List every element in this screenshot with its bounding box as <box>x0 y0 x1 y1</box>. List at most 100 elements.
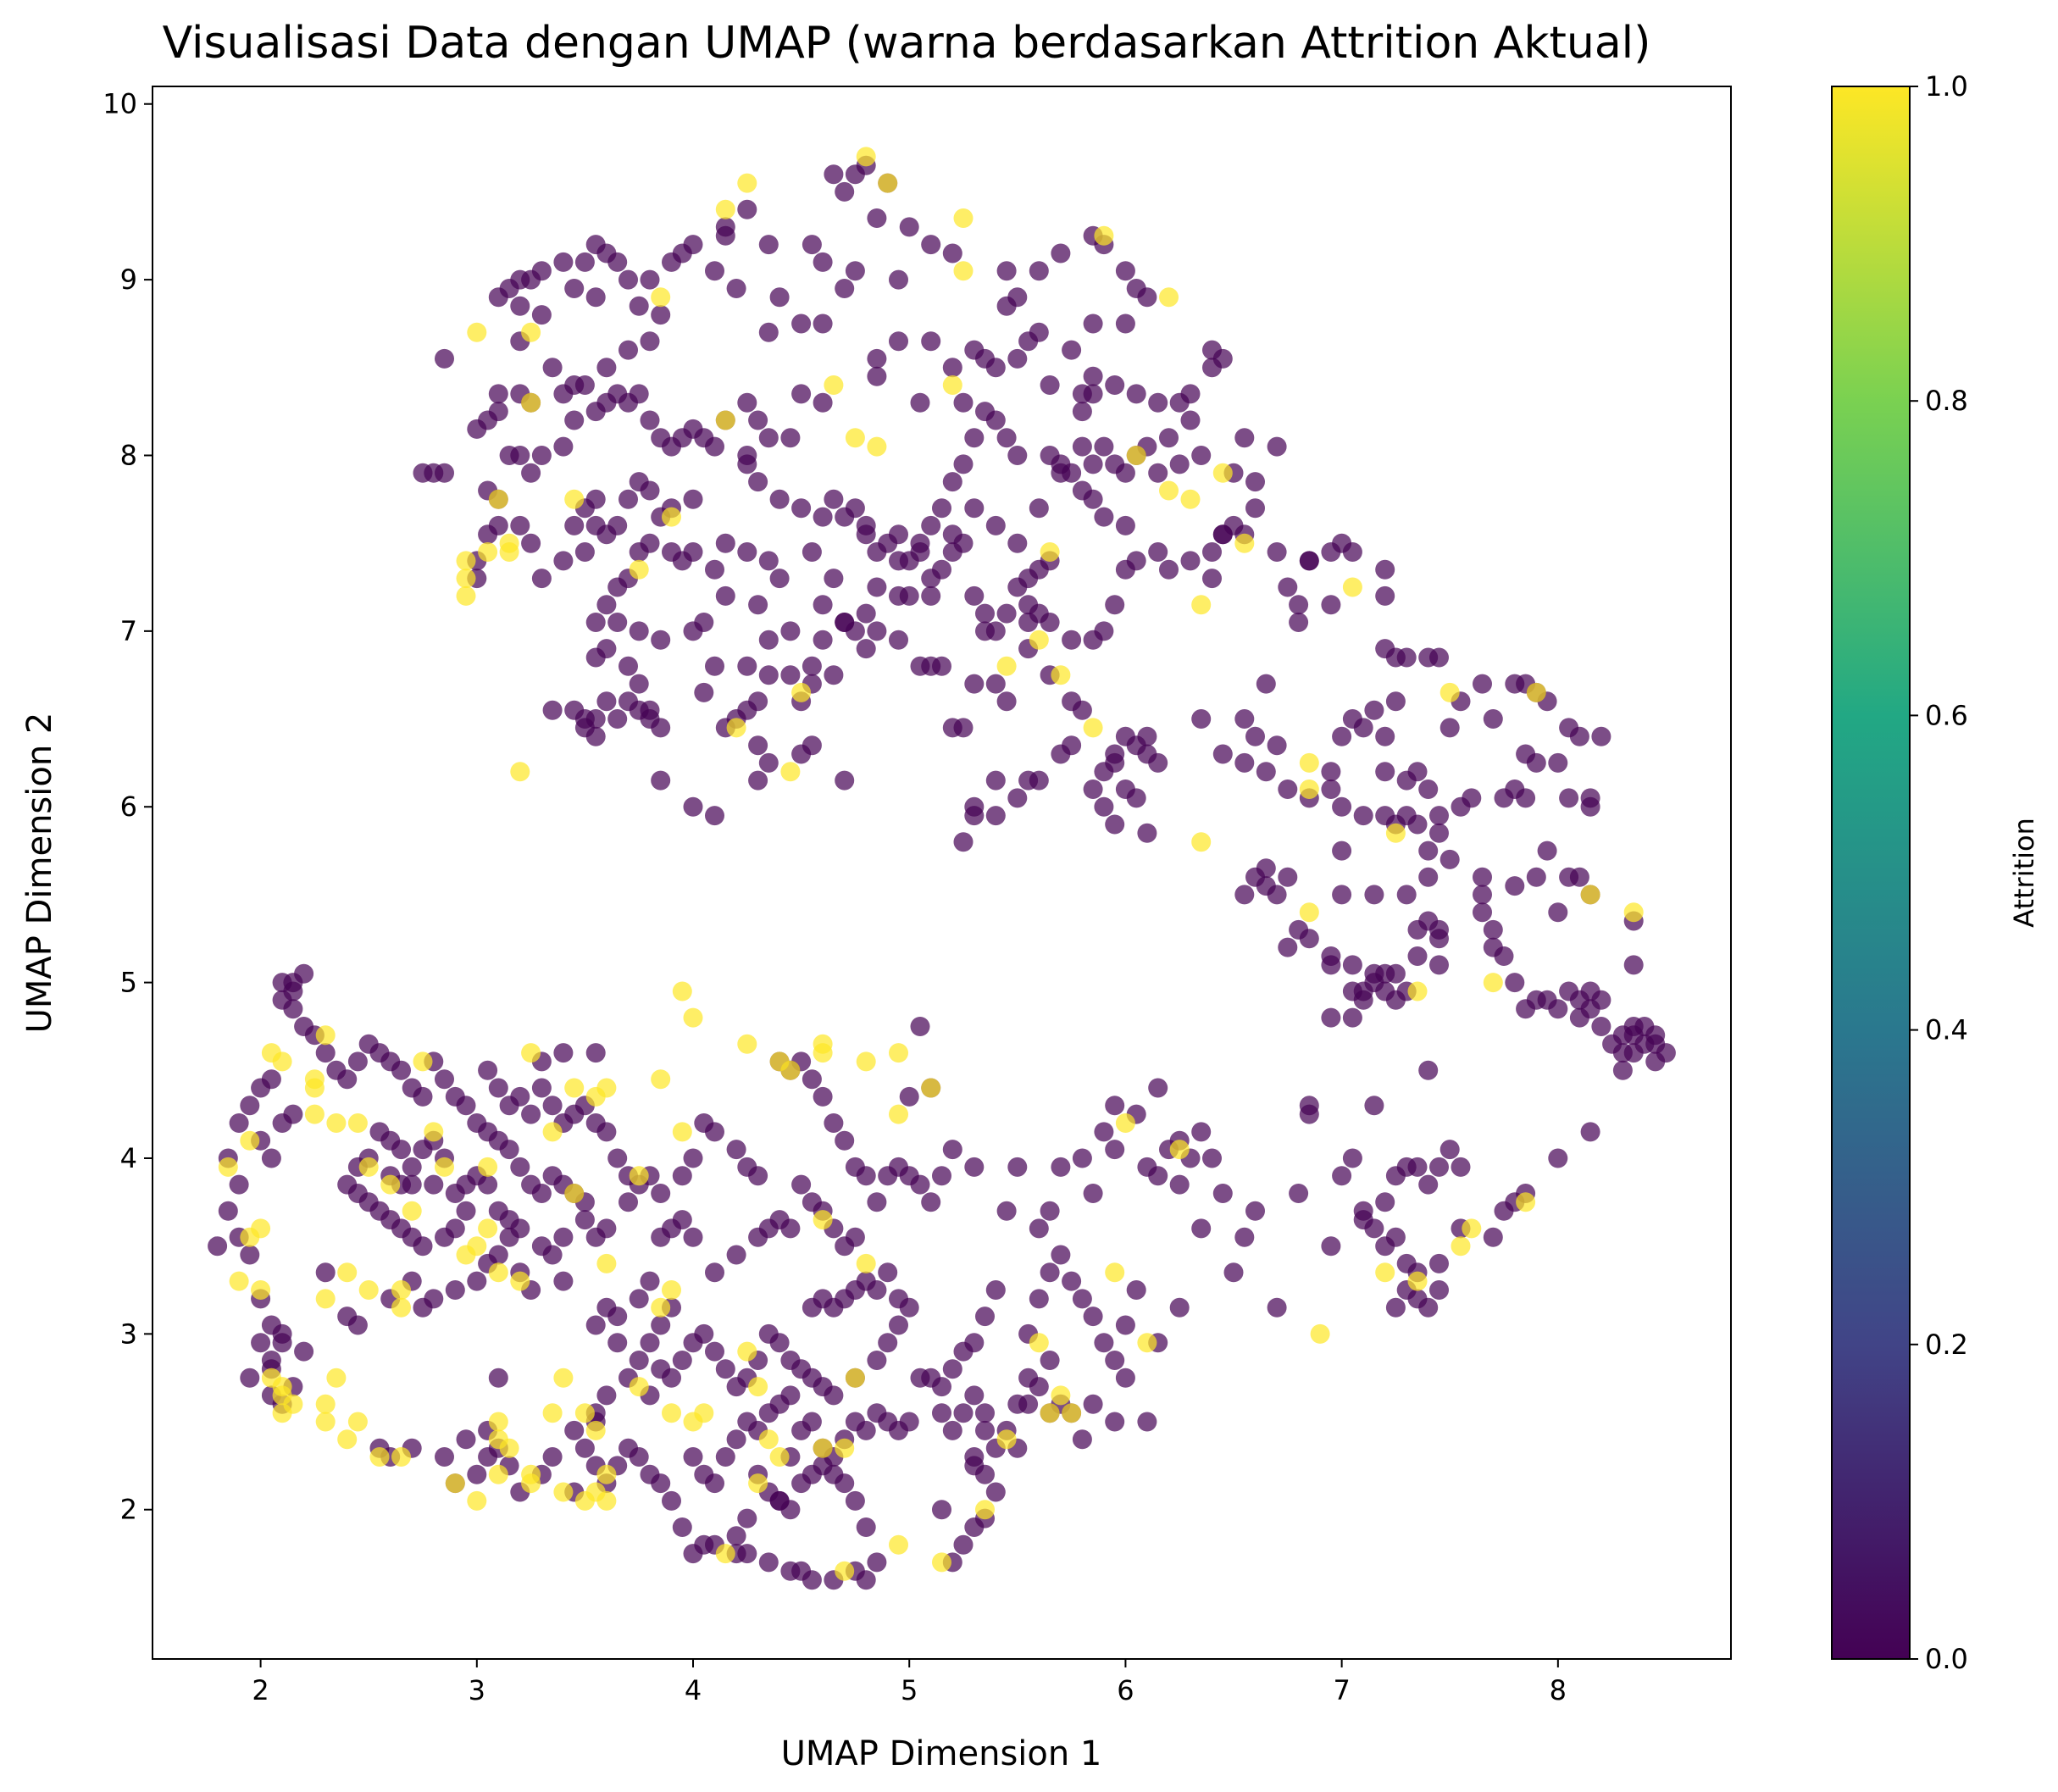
scatter-point <box>218 1201 238 1221</box>
scatter-point <box>1137 823 1157 843</box>
scatter-point <box>564 375 585 395</box>
scatter-point <box>1029 261 1049 281</box>
scatter-point <box>424 1122 444 1142</box>
scatter-point <box>899 585 919 606</box>
scatter-point <box>878 1262 898 1283</box>
scatter-point <box>867 1280 887 1300</box>
scatter-point <box>1580 1122 1600 1142</box>
scatter-point <box>553 1482 574 1502</box>
scatter-point <box>1494 1201 1514 1221</box>
scatter-point <box>856 1166 876 1186</box>
scatter-point <box>424 1289 444 1309</box>
scatter-point <box>672 1122 692 1142</box>
scatter-point <box>478 1157 498 1177</box>
scatter-point <box>1278 779 1298 799</box>
scatter-point <box>683 1007 703 1028</box>
scatter-point <box>964 1456 985 1476</box>
scatter-point <box>1612 1060 1633 1080</box>
scatter-point <box>942 524 962 545</box>
scatter-point <box>1473 885 1492 905</box>
scatter-point <box>1115 261 1135 281</box>
scatter-point <box>964 674 985 694</box>
scatter-point <box>758 665 779 685</box>
scatter-point <box>1115 463 1135 483</box>
scatter-point <box>1018 613 1039 632</box>
scatter-point <box>1148 392 1168 413</box>
scatter-point <box>683 489 703 509</box>
scatter-point <box>899 1086 919 1107</box>
scatter-point <box>1062 691 1082 712</box>
scatter-point <box>619 656 638 676</box>
colorbar-label: Attrition <box>2008 818 2040 928</box>
scatter-point <box>585 515 606 535</box>
scatter-point <box>1072 436 1092 457</box>
scatter-point <box>715 225 735 246</box>
scatter-point <box>683 796 703 817</box>
scatter-point <box>921 331 941 352</box>
scatter-point <box>1094 1122 1114 1142</box>
scatter-point <box>856 1051 876 1072</box>
scatter-point <box>391 1447 411 1467</box>
scatter-point <box>261 1043 281 1063</box>
y-tick-label: 7 <box>120 615 137 647</box>
scatter-point <box>845 1368 865 1388</box>
scatter-point <box>1375 1192 1395 1212</box>
scatter-point <box>651 287 671 308</box>
scatter-point <box>1623 902 1644 923</box>
scatter-point <box>1321 1007 1341 1028</box>
scatter-point <box>651 1227 671 1247</box>
scatter-point <box>531 305 552 325</box>
scatter-point <box>845 261 865 281</box>
scatter-point <box>1072 480 1092 501</box>
scatter-point <box>1569 1007 1589 1028</box>
scatter-point <box>726 279 746 298</box>
scatter-point <box>1126 446 1146 465</box>
scatter-point <box>1094 796 1114 817</box>
scatter-point <box>1137 1157 1157 1177</box>
scatter-point <box>1007 1394 1028 1414</box>
y-tick-label: 9 <box>120 264 137 296</box>
scatter-point <box>1548 999 1568 1019</box>
x-tick-label: 8 <box>1550 1674 1567 1706</box>
scatter-point <box>694 1403 714 1423</box>
scatter-point <box>251 1218 271 1239</box>
scatter-point <box>726 1526 746 1546</box>
scatter-point <box>737 1341 757 1362</box>
scatter-point <box>758 322 779 342</box>
scatter-point <box>889 269 908 290</box>
scatter-point <box>391 1060 411 1080</box>
scatter-point <box>1159 480 1179 501</box>
scatter-point <box>488 1412 508 1432</box>
scatter-point <box>942 1359 962 1379</box>
scatter-point <box>585 1315 606 1335</box>
scatter-point <box>1245 498 1265 519</box>
scatter-point <box>1234 428 1255 448</box>
scatter-point <box>791 313 812 334</box>
scatter-point <box>315 1412 336 1432</box>
scatter-point <box>1018 331 1039 352</box>
scatter-point <box>1083 718 1103 738</box>
scatter-point <box>640 269 660 290</box>
scatter-point <box>337 1262 358 1283</box>
scatter-point <box>1418 1060 1439 1080</box>
scatter-point <box>1245 726 1265 746</box>
scatter-point <box>1332 796 1352 817</box>
scatter-point <box>1191 595 1212 615</box>
scatter-point <box>791 1420 812 1440</box>
scatter-point <box>1137 1333 1157 1353</box>
scatter-point <box>1040 1351 1060 1370</box>
scatter-point <box>1516 1192 1536 1212</box>
scatter-point <box>867 1552 887 1573</box>
scatter-point <box>726 1377 746 1397</box>
scatter-point <box>1148 542 1168 562</box>
scatter-point <box>640 1464 660 1484</box>
scatter-point <box>564 1184 585 1203</box>
scatter-point <box>315 1289 336 1309</box>
x-tick-label: 5 <box>901 1674 918 1706</box>
scatter-point <box>574 1403 595 1423</box>
scatter-point <box>1462 788 1482 808</box>
scatter-point <box>672 1517 692 1537</box>
scatter-point <box>1278 937 1298 957</box>
scatter-point <box>813 595 833 615</box>
scatter-point <box>1429 1157 1449 1177</box>
